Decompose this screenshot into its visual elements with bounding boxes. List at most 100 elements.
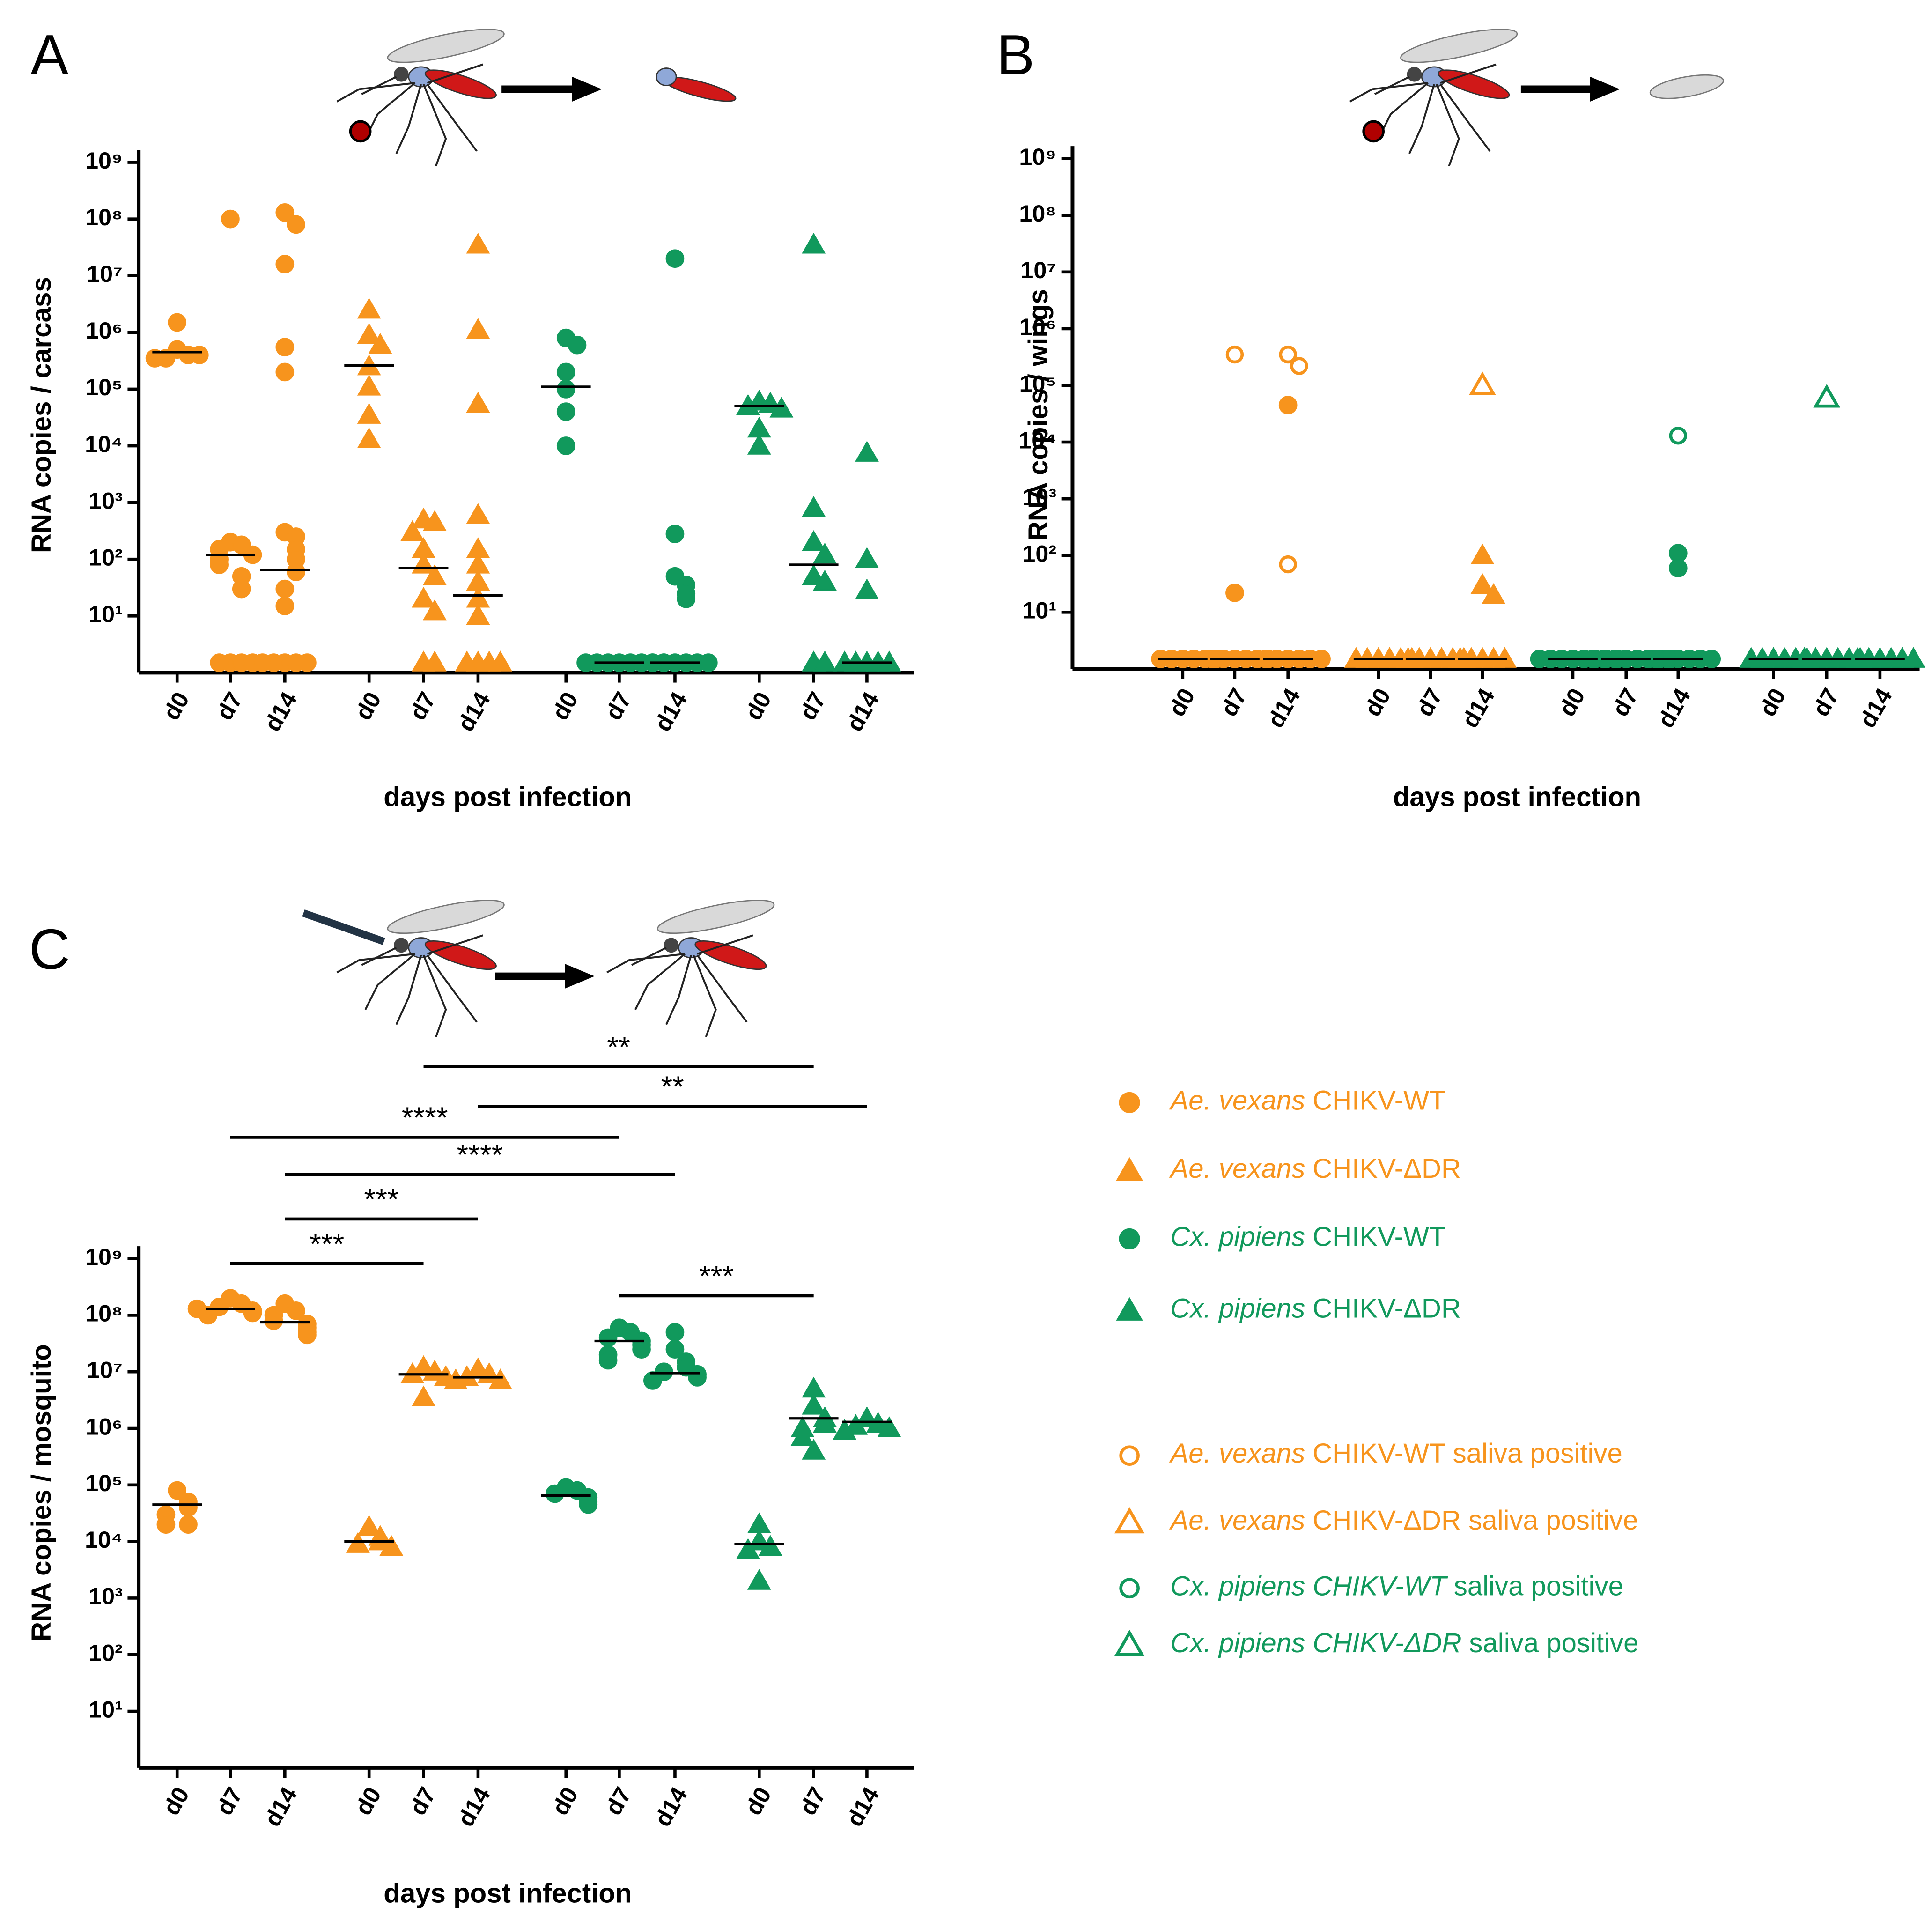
point	[1702, 650, 1721, 668]
point	[275, 203, 295, 222]
x-tick-label: d0	[1755, 684, 1791, 721]
point	[677, 590, 696, 608]
point	[1114, 1507, 1145, 1534]
significance-label: ****	[457, 1138, 503, 1171]
point	[1119, 1445, 1140, 1466]
legend-species: Ae. vexans	[1169, 1505, 1305, 1536]
point	[688, 1368, 707, 1387]
point	[643, 1371, 662, 1390]
y-axis-label: RNA copies / carcass	[26, 277, 57, 553]
point	[1312, 650, 1331, 668]
point	[1470, 573, 1495, 594]
legend-virus: CHIKV-ΔDR	[1313, 1153, 1461, 1184]
x-tick-label: d0	[740, 687, 776, 724]
point	[357, 297, 381, 319]
y-tick-label: 10⁷	[1020, 257, 1056, 283]
y-tick-label: 10⁵	[85, 1470, 122, 1496]
point	[1739, 647, 1763, 668]
point	[855, 578, 879, 599]
point	[1669, 427, 1687, 445]
x-axis-label: days post infection	[1393, 782, 1641, 813]
point	[298, 653, 317, 672]
legend-entry: Cx. pipiens CHIKV-WT saliva positive	[1170, 1571, 1623, 1602]
y-tick-label: 10⁸	[85, 204, 123, 230]
x-tick-label: d7	[1607, 684, 1644, 721]
point	[758, 1535, 782, 1556]
x-tick-label: d14	[452, 1783, 495, 1831]
y-tick-label: 10⁴	[85, 431, 123, 457]
x-tick-label: d7	[1807, 684, 1844, 721]
legend-species: Ae. vexans	[1169, 1086, 1305, 1116]
point	[665, 249, 685, 268]
point	[665, 1340, 685, 1359]
x-tick-label: d0	[1359, 684, 1396, 721]
point	[568, 335, 587, 355]
x-tick-label: d7	[405, 1783, 441, 1820]
point	[466, 233, 490, 254]
x-tick-label: d0	[740, 1783, 776, 1820]
point	[422, 650, 447, 672]
y-tick-label: 10³	[88, 488, 123, 514]
x-tick-label: d14	[841, 1783, 885, 1831]
point	[1116, 1297, 1143, 1321]
point	[833, 650, 857, 672]
point	[1845, 647, 1870, 668]
point	[422, 510, 447, 531]
significance-label: ***	[699, 1260, 734, 1293]
x-tick-label: d7	[405, 687, 441, 724]
point	[368, 333, 392, 354]
point	[287, 215, 305, 234]
point	[1482, 583, 1506, 604]
x-tick-label: d0	[547, 1783, 583, 1820]
y-tick-label: 10³	[1022, 484, 1056, 510]
point	[736, 394, 760, 415]
point	[168, 313, 187, 332]
panel-label: B	[996, 23, 1034, 87]
point	[412, 1385, 435, 1406]
point	[1225, 584, 1244, 602]
legend-entry: Ae. vexans CHIKV-ΔDR saliva positive	[1169, 1505, 1638, 1536]
point	[1668, 559, 1688, 577]
point	[357, 427, 381, 448]
point	[275, 255, 295, 273]
point	[813, 542, 837, 564]
point	[813, 650, 837, 672]
point	[769, 397, 794, 418]
x-tick-label: d7	[1216, 684, 1252, 721]
point	[253, 653, 272, 672]
legend-species: Ae. vexans	[1169, 1439, 1305, 1469]
point	[412, 587, 435, 608]
point	[1813, 384, 1841, 408]
point	[1530, 650, 1549, 668]
point	[179, 1498, 198, 1517]
y-tick-label: 10⁷	[87, 261, 123, 287]
x-tick-label: d0	[350, 1783, 386, 1820]
point	[1119, 1092, 1140, 1113]
x-axis-label: days post infection	[383, 782, 632, 813]
point	[556, 380, 575, 399]
legend-virus: CHIKV-ΔDR	[1313, 1293, 1461, 1324]
point	[576, 653, 595, 672]
y-axis-label: RNA copies / wings	[1023, 289, 1054, 541]
x-tick-label: d0	[1164, 684, 1200, 721]
point	[877, 650, 901, 672]
point	[802, 564, 826, 585]
point	[556, 362, 575, 382]
point	[1116, 1157, 1143, 1181]
panel-label: C	[29, 917, 70, 981]
point	[243, 1303, 262, 1323]
point	[802, 530, 826, 551]
point	[287, 562, 305, 581]
point	[802, 1394, 826, 1415]
point	[298, 1325, 317, 1345]
point	[632, 1340, 651, 1359]
point	[1396, 647, 1420, 668]
x-tick-label: d7	[211, 687, 248, 724]
point	[813, 569, 837, 591]
x-tick-label: d14	[259, 687, 302, 736]
x-tick-label: d7	[600, 687, 637, 724]
point	[598, 1328, 618, 1347]
point	[1290, 357, 1308, 375]
point	[422, 599, 447, 621]
